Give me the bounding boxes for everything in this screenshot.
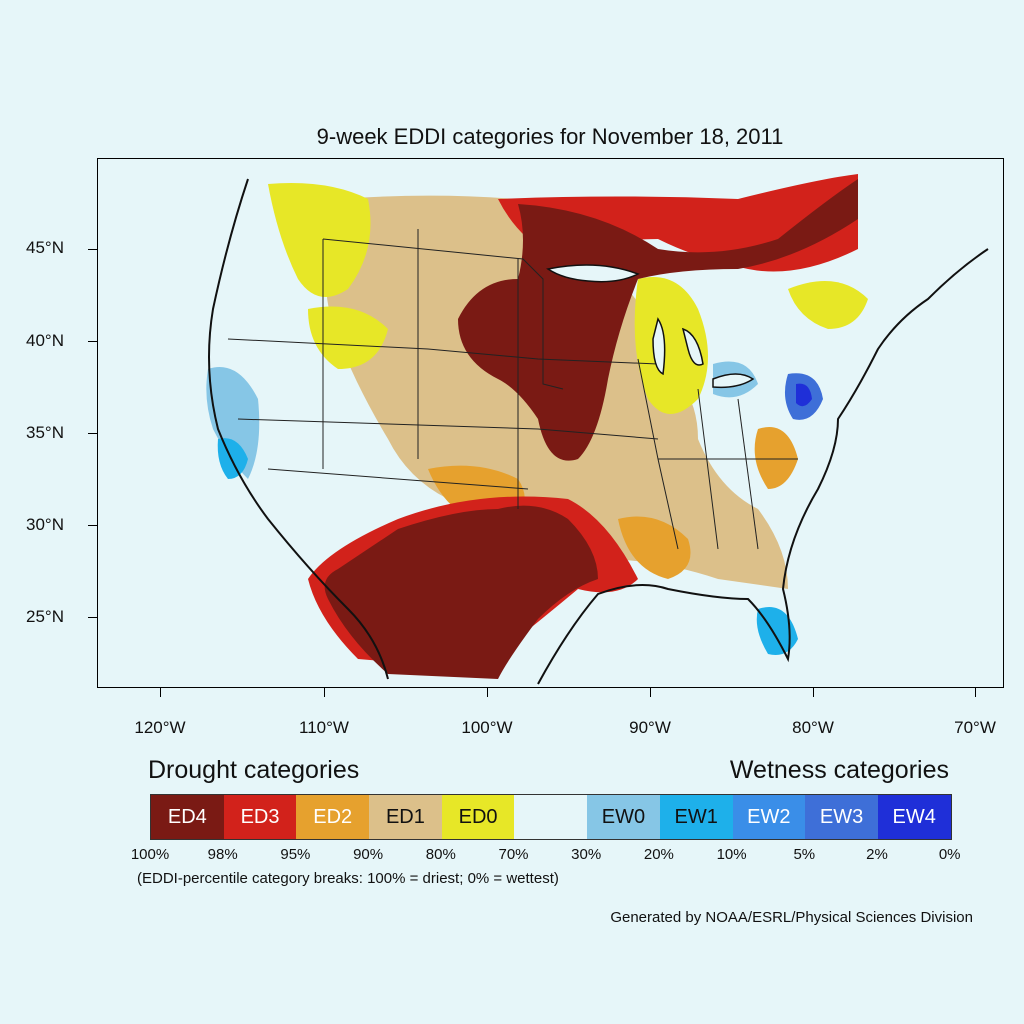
legend-cell-ed1: ED1 <box>369 795 442 839</box>
lat-label-45: 45°N <box>26 238 64 257</box>
lon-label-100: 100°W <box>461 718 513 737</box>
legend-break-label: 95% <box>280 846 311 863</box>
region-ed2-south <box>618 516 691 579</box>
legend-note: (EDDI-percentile category breaks: 100% =… <box>137 870 559 887</box>
drought-heading: Drought categories <box>148 756 360 784</box>
credit-text: Generated by NOAA/ESRL/Physical Sciences… <box>610 909 973 926</box>
legend-cell-neutral <box>514 795 588 839</box>
lon-tick-110 <box>324 688 325 697</box>
lat-label-30: 30°N <box>26 515 64 534</box>
eddi-map <box>203 169 989 687</box>
lon-label-80: 80°W <box>792 718 834 737</box>
legend-break-label: 100% <box>130 846 170 863</box>
lon-tick-90 <box>650 688 651 697</box>
lon-label-110: 110°W <box>299 718 349 737</box>
lon-tick-120 <box>160 688 161 697</box>
lat-tick-30 <box>88 525 97 526</box>
legend-cell-ew3: EW3 <box>805 795 878 839</box>
lat-tick-45 <box>88 249 97 250</box>
lat-label-35: 35°N <box>26 423 64 442</box>
legend-cell-ew4: EW4 <box>877 795 951 839</box>
legend-break-label: 70% <box>498 846 529 863</box>
legend-break-label: 20% <box>643 846 674 863</box>
legend-break-label: 30% <box>571 846 602 863</box>
great-lakes <box>546 264 755 389</box>
region-ed0-nw <box>308 306 388 369</box>
map-title: 9-week EDDI categories for November 18, … <box>316 124 784 149</box>
legend-break-label: 90% <box>353 846 384 863</box>
legend-cell-ed4: ED4 <box>151 795 224 839</box>
region-ed0-north <box>268 183 371 297</box>
region-ed0-lakes <box>634 277 708 414</box>
map-panel <box>97 158 1004 688</box>
lat-label-25: 25°N <box>26 607 64 626</box>
lon-label-90: 90°W <box>629 718 671 737</box>
lon-tick-100 <box>487 688 488 697</box>
region-ed2-east <box>754 427 798 489</box>
lon-tick-70 <box>975 688 976 697</box>
lat-label-40: 40°N <box>26 331 64 350</box>
lat-tick-35 <box>88 433 97 434</box>
lon-label-70: 70°W <box>954 718 996 737</box>
legend-break-label: 2% <box>866 846 888 863</box>
legend-cell-ed2: ED2 <box>296 795 370 839</box>
legend-break-label: 0% <box>938 846 961 863</box>
wetness-heading: Wetness categories <box>729 756 949 784</box>
region-ed4-north <box>458 179 858 461</box>
region-ew0-west <box>206 367 260 479</box>
legend-cell-ew2: EW2 <box>732 795 806 839</box>
lat-tick-40 <box>88 341 97 342</box>
region-ew1-fl <box>756 607 798 655</box>
lat-tick-25 <box>88 617 97 618</box>
legend-colorbar: ED4 ED3 ED2 ED1 ED0 EW0 EW1 EW2 EW3 EW4 <box>150 794 952 840</box>
legend-break-label: 10% <box>716 846 747 863</box>
legend-break-label: 5% <box>793 846 816 863</box>
lon-tick-80 <box>813 688 814 697</box>
region-ed0-east <box>788 281 868 329</box>
coastline <box>208 178 989 685</box>
legend-break-label: 98% <box>207 846 238 863</box>
region-ew4-ne <box>796 383 812 407</box>
state-boundaries <box>227 229 798 550</box>
legend-break-label: 80% <box>425 846 456 863</box>
legend-cell-ed0: ED0 <box>441 795 515 839</box>
legend-cell-ew1: EW1 <box>659 795 733 839</box>
legend-cell-ed3: ED3 <box>223 795 297 839</box>
legend-cell-ew0: EW0 <box>587 795 660 839</box>
region-ed4-south <box>324 505 598 679</box>
lon-label-120: 120°W <box>134 718 186 737</box>
